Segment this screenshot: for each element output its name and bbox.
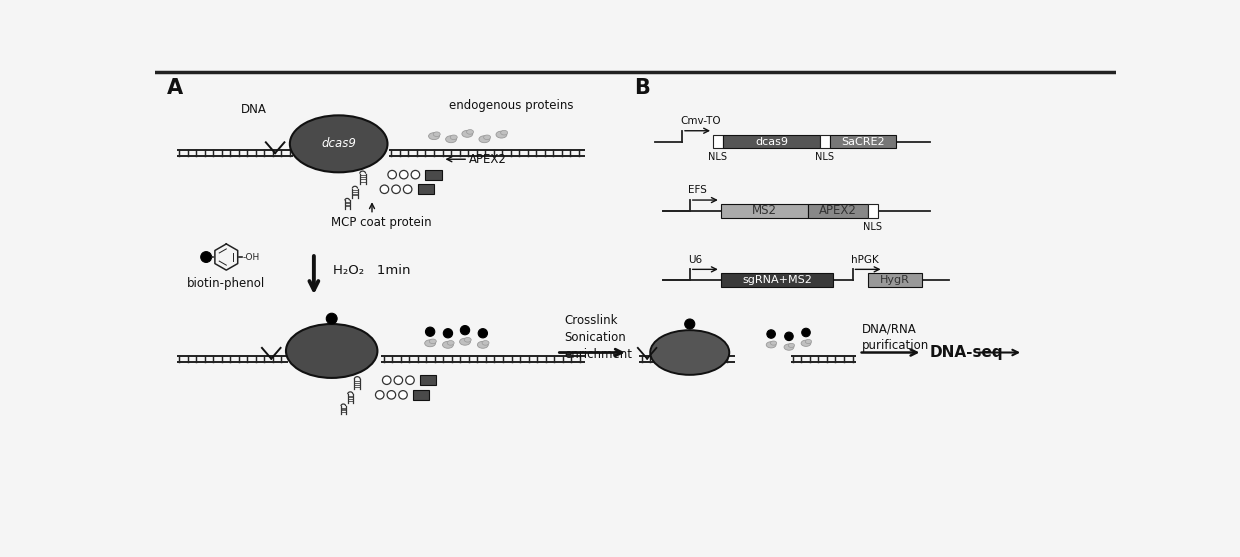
Ellipse shape	[286, 324, 377, 378]
Text: DNA/RNA
purification: DNA/RNA purification	[862, 323, 929, 351]
Circle shape	[399, 390, 407, 399]
Ellipse shape	[484, 135, 491, 140]
Ellipse shape	[482, 340, 489, 345]
Ellipse shape	[445, 136, 456, 143]
Circle shape	[405, 376, 414, 384]
Bar	[720, 204, 807, 218]
Text: hPGK: hPGK	[851, 255, 879, 265]
Bar	[720, 273, 833, 287]
Circle shape	[479, 329, 487, 338]
Text: dcas9: dcas9	[321, 136, 356, 150]
Bar	[868, 273, 923, 287]
Text: H₂O₂   1min: H₂O₂ 1min	[334, 265, 410, 277]
Bar	[420, 375, 436, 385]
Text: NLS: NLS	[863, 222, 882, 232]
Text: NLS: NLS	[815, 152, 835, 162]
Ellipse shape	[477, 341, 489, 348]
Text: Cmv-TO: Cmv-TO	[681, 116, 722, 126]
Circle shape	[684, 319, 694, 329]
Text: -OH: -OH	[243, 252, 260, 262]
Text: U6: U6	[688, 255, 702, 265]
Text: sgRNA+MS2: sgRNA+MS2	[742, 275, 812, 285]
Ellipse shape	[443, 341, 454, 348]
Ellipse shape	[290, 115, 387, 172]
Circle shape	[382, 376, 391, 384]
Circle shape	[381, 185, 388, 193]
Ellipse shape	[801, 340, 811, 346]
Circle shape	[388, 170, 397, 179]
Ellipse shape	[766, 341, 776, 348]
Bar	[713, 135, 723, 149]
Circle shape	[766, 330, 775, 338]
Circle shape	[403, 185, 412, 193]
Text: MS2: MS2	[751, 204, 776, 217]
Text: B: B	[634, 79, 650, 99]
Ellipse shape	[461, 130, 472, 137]
Ellipse shape	[501, 130, 507, 135]
Ellipse shape	[805, 339, 811, 344]
Text: DNA-seq: DNA-seq	[930, 345, 1003, 360]
Text: APEX2: APEX2	[469, 153, 507, 166]
Circle shape	[387, 390, 396, 399]
Ellipse shape	[466, 130, 474, 134]
Ellipse shape	[496, 131, 507, 138]
Circle shape	[460, 325, 470, 335]
Circle shape	[444, 329, 453, 338]
Ellipse shape	[479, 136, 490, 143]
Circle shape	[326, 313, 337, 324]
Circle shape	[425, 327, 435, 336]
Text: EFS: EFS	[688, 185, 707, 196]
Ellipse shape	[789, 343, 795, 348]
Bar	[830, 135, 895, 149]
Ellipse shape	[784, 344, 794, 350]
Text: endogenous proteins: endogenous proteins	[449, 99, 574, 113]
Bar	[413, 390, 429, 400]
Ellipse shape	[429, 339, 436, 344]
Ellipse shape	[460, 338, 470, 345]
Text: DNA: DNA	[242, 103, 267, 116]
Ellipse shape	[450, 135, 458, 140]
Circle shape	[392, 185, 401, 193]
Ellipse shape	[429, 133, 439, 140]
Circle shape	[399, 170, 408, 179]
Bar	[418, 184, 434, 194]
Circle shape	[201, 252, 212, 262]
Circle shape	[394, 376, 403, 384]
Bar	[820, 135, 830, 149]
Ellipse shape	[464, 338, 471, 342]
Circle shape	[412, 170, 419, 179]
Bar	[723, 135, 820, 149]
Text: MCP coat protein: MCP coat protein	[331, 216, 432, 229]
Ellipse shape	[770, 341, 776, 345]
Text: Crosslink
Sonication
enrichment: Crosslink Sonication enrichment	[564, 314, 632, 360]
Text: APEX2: APEX2	[818, 204, 857, 217]
Bar	[868, 204, 878, 218]
Text: NLS: NLS	[708, 152, 727, 162]
Bar	[425, 170, 441, 180]
Text: SaCRE2: SaCRE2	[841, 136, 885, 146]
Ellipse shape	[424, 340, 435, 347]
Circle shape	[376, 390, 384, 399]
Text: HygR: HygR	[880, 275, 910, 285]
Text: dcas9: dcas9	[755, 136, 787, 146]
Ellipse shape	[448, 340, 454, 345]
Ellipse shape	[650, 330, 729, 375]
Text: biotin-phenol: biotin-phenol	[187, 277, 265, 290]
Ellipse shape	[433, 132, 440, 136]
Circle shape	[785, 332, 794, 340]
Bar	[807, 204, 868, 218]
Circle shape	[802, 328, 810, 337]
Text: A: A	[166, 79, 182, 99]
